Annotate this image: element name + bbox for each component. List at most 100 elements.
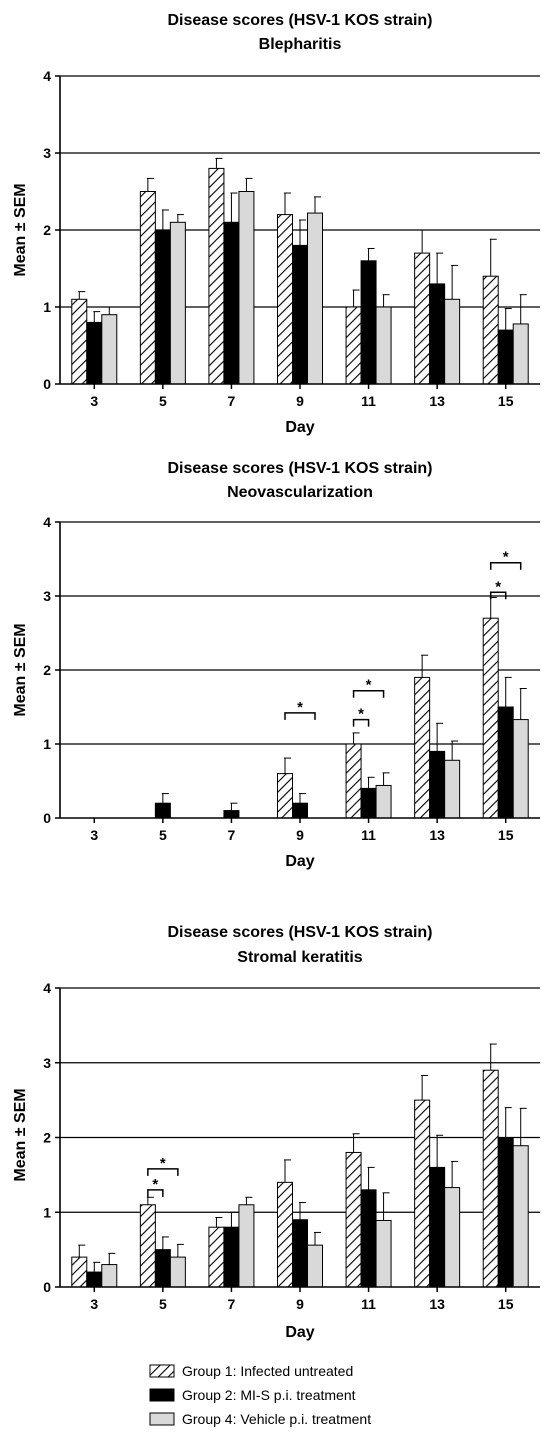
x-tick-label: 11 [361, 1296, 376, 1312]
x-tick-label: 5 [159, 1296, 167, 1312]
bar-group-1 [139, 1204, 156, 1288]
bar-group-4 [169, 1256, 186, 1288]
x-tick-label: 15 [498, 827, 514, 843]
chart-subtitle: Blepharitis [259, 36, 342, 53]
bar-group-4 [169, 221, 186, 385]
significance-label: * [366, 677, 372, 694]
x-axis-label: Day [285, 853, 314, 870]
legend-label: Group 1: Infected untreated [182, 1363, 353, 1379]
legend-item: Group 1: Infected untreated [149, 1363, 353, 1379]
bar-group-1 [208, 1226, 225, 1288]
bar-group-2 [223, 810, 240, 819]
bar-group-1 [277, 214, 293, 385]
bar-group-1 [414, 252, 431, 385]
bar-group-2 [154, 1249, 171, 1288]
bar-group-1 [208, 167, 225, 385]
bar-group-1 [482, 275, 499, 385]
x-tick-label: 11 [361, 827, 376, 843]
x-tick-label: 7 [228, 1296, 236, 1312]
chart-title: Disease scores (HSV-1 KOS strain) [167, 460, 432, 477]
legend-item: Group 2: MI-S p.i. treatment [149, 1387, 356, 1403]
bar-group-1 [71, 1256, 88, 1288]
significance-bracket [147, 1189, 164, 1197]
bar-group-2 [497, 706, 514, 819]
bar-group-1 [71, 298, 88, 385]
bar-group-1 [482, 617, 499, 819]
significance-label: * [297, 699, 303, 716]
y-tick-label: 2 [43, 1130, 51, 1146]
significance-bracket [352, 718, 370, 727]
y-tick-label: 4 [43, 514, 51, 530]
x-tick-label: 13 [429, 393, 445, 409]
y-axis-label: Mean ± SEM [12, 1088, 29, 1181]
bar-group-4 [238, 1204, 255, 1288]
x-tick-label: 13 [429, 1296, 445, 1312]
bar-group-4 [512, 1145, 529, 1288]
bar-group-4 [444, 1187, 461, 1288]
bar-group-2 [292, 802, 308, 819]
legend-swatch-group-1 [149, 1364, 175, 1378]
bar-group-4 [307, 212, 323, 385]
x-tick-label: 3 [90, 827, 98, 843]
chart-blepharitis: Disease scores (HSV-1 KOS strain) Blepha… [12, 12, 540, 436]
x-tick-label: 7 [228, 393, 236, 409]
significance-bracket [147, 1168, 179, 1176]
x-axis-label: Day [285, 419, 314, 436]
x-tick-label: 13 [429, 827, 445, 843]
y-tick-label: 3 [43, 145, 51, 161]
x-tick-label: 5 [159, 827, 167, 843]
y-tick-label: 2 [43, 662, 51, 678]
bar-group-2 [223, 221, 240, 385]
x-tick-label: 9 [296, 393, 304, 409]
legend-item: Group 4: Vehicle p.i. treatment [149, 1411, 371, 1427]
bar-group-1 [345, 306, 362, 385]
bar-group-2 [360, 787, 377, 819]
x-axis-label: Day [285, 1324, 314, 1341]
y-tick-label: 1 [43, 299, 51, 315]
y-tick-label: 4 [43, 980, 51, 996]
bar-group-4 [444, 759, 461, 819]
bar-group-4 [375, 784, 392, 819]
y-tick-label: 0 [43, 810, 51, 826]
significance-bracket [352, 689, 385, 698]
bar-group-4 [444, 298, 461, 385]
bar-group-1 [345, 1151, 362, 1288]
x-tick-label: 5 [159, 393, 167, 409]
y-axis-label: Mean ± SEM [12, 623, 29, 716]
bar-group-2 [429, 750, 446, 819]
bar-group-2 [429, 1166, 446, 1288]
x-tick-label: 15 [498, 393, 514, 409]
significance-bracket [489, 591, 507, 600]
chart-subtitle: Stromal keratitis [237, 949, 362, 966]
legend-swatch-group-4 [149, 1412, 175, 1426]
x-tick-label: 7 [228, 827, 236, 843]
bar-group-1 [139, 191, 156, 385]
bar-group-2 [497, 329, 514, 385]
bar-group-2 [360, 260, 377, 385]
y-tick-label: 3 [43, 588, 51, 604]
chart-subtitle: Neovascularization [227, 484, 373, 501]
bar-group-2 [360, 1189, 377, 1288]
y-tick-label: 1 [43, 736, 51, 752]
y-tick-label: 1 [43, 1204, 51, 1220]
chart-title: Disease scores (HSV-1 KOS strain) [167, 12, 432, 29]
legend-swatch-group-2 [149, 1388, 175, 1402]
bar-group-1 [345, 743, 362, 819]
bar-group-4 [101, 314, 118, 385]
significance-label: * [495, 578, 501, 595]
significance-bracket [489, 561, 522, 570]
chart-stromal-keratitis: Disease scores (HSV-1 KOS strain) Stroma… [12, 924, 540, 1341]
bar-group-4 [375, 306, 392, 385]
bar-group-2 [292, 244, 308, 385]
chart-title: Disease scores (HSV-1 KOS strain) [167, 924, 432, 941]
y-tick-label: 2 [43, 222, 51, 238]
plot-area: 0 1 2 3 4 3 5 7 9 11 13 15 [43, 68, 540, 409]
bar-group-4 [307, 1244, 323, 1288]
bar-group-1 [414, 1099, 431, 1288]
legend-label: Group 2: MI-S p.i. treatment [182, 1387, 356, 1403]
bar-group-2 [223, 1226, 240, 1288]
x-tick-label: 9 [296, 1296, 304, 1312]
bar-group-2 [154, 229, 171, 385]
bar-group-4 [375, 1219, 392, 1288]
